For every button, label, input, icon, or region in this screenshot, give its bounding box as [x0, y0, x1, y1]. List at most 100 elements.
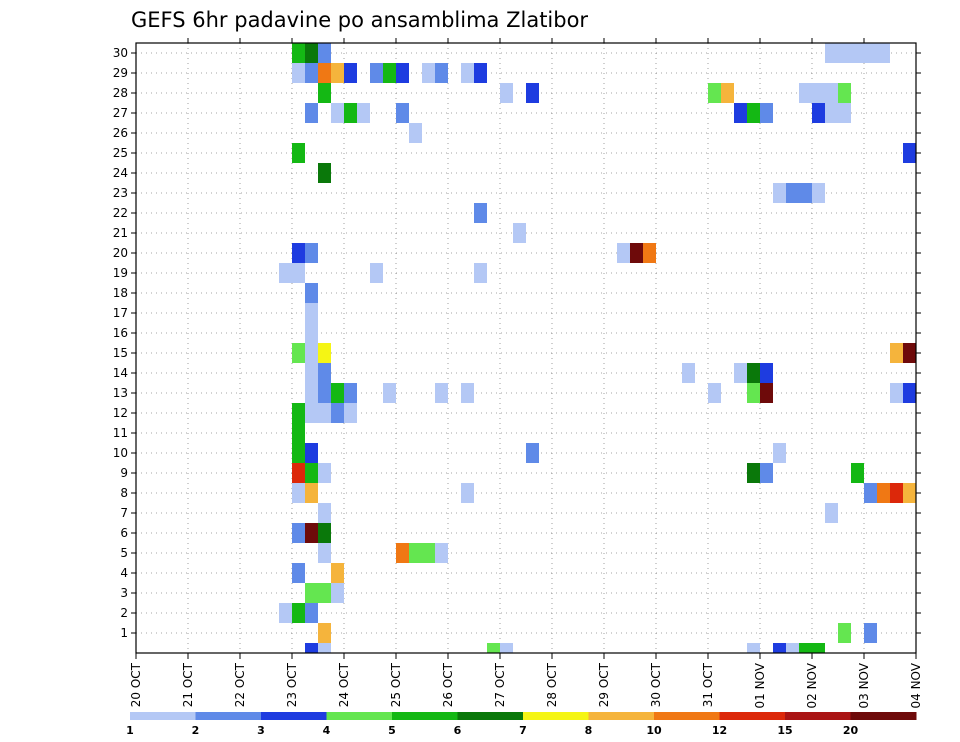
colorbar-label: 20 [843, 724, 859, 737]
heat-cell [513, 223, 526, 243]
heat-cell [630, 243, 643, 263]
heat-cell [318, 503, 331, 523]
heat-cell [825, 43, 838, 63]
heat-cell [643, 243, 656, 263]
heat-cell [851, 43, 864, 63]
y-tick-label: 3 [120, 586, 128, 600]
heat-cell [279, 263, 292, 283]
heat-cell [292, 263, 305, 283]
y-tick-label: 9 [120, 466, 128, 480]
y-tick-label: 24 [113, 166, 128, 180]
y-tick-label: 2 [120, 606, 128, 620]
y-tick-label: 21 [113, 226, 128, 240]
heat-cell [305, 323, 318, 343]
x-tick-label: 02 NOV [805, 662, 819, 708]
heat-cell [305, 363, 318, 383]
x-tick-label: 28 OCT [545, 662, 559, 707]
heat-cell [838, 43, 851, 63]
heat-cell [877, 43, 890, 63]
heat-cell [305, 403, 318, 423]
x-tick-label: 04 NOV [909, 662, 923, 708]
heat-cell [825, 83, 838, 103]
plot-frame [135, 42, 917, 654]
heat-cell [318, 583, 331, 603]
y-tick-label: 14 [113, 366, 128, 380]
heat-cell [292, 483, 305, 503]
y-tick-label: 17 [113, 306, 128, 320]
heat-cell [305, 523, 318, 543]
heat-cell [305, 343, 318, 363]
heat-cell [500, 83, 513, 103]
heat-cell [292, 603, 305, 623]
heat-cell [461, 63, 474, 83]
y-axis: 1234567891011121314151617181920212223242… [113, 46, 921, 640]
heat-cell [305, 303, 318, 323]
colorbar-swatch [719, 712, 786, 720]
colorbar-label: 12 [712, 724, 727, 737]
heat-cell [838, 83, 851, 103]
y-tick-label: 6 [120, 526, 128, 540]
x-tick-label: 01 NOV [753, 662, 767, 708]
y-tick-label: 16 [113, 326, 128, 340]
colorbar-label: 8 [585, 724, 593, 737]
heat-cell [292, 143, 305, 163]
heat-cell [799, 183, 812, 203]
heat-cell [825, 103, 838, 123]
heat-cell [461, 383, 474, 403]
heat-cell [760, 383, 773, 403]
heat-cell [903, 143, 916, 163]
heat-cell [318, 543, 331, 563]
heat-cell [435, 543, 448, 563]
heat-cell [721, 83, 734, 103]
heat-cell [305, 483, 318, 503]
heat-cell [292, 63, 305, 83]
heat-cell [318, 363, 331, 383]
heat-cell [903, 483, 916, 503]
colorbar-swatch [195, 712, 262, 720]
colorbar-swatch [326, 712, 393, 720]
colorbar-swatch [457, 712, 524, 720]
heat-cell [292, 403, 305, 423]
y-tick-label: 19 [113, 266, 128, 280]
heat-cell [526, 83, 539, 103]
x-tick-label: 20 OCT [129, 662, 143, 707]
heat-cell [903, 343, 916, 363]
heat-cell [825, 503, 838, 523]
heat-cell [864, 623, 877, 643]
y-tick-label: 29 [113, 66, 128, 80]
y-tick-label: 4 [120, 566, 128, 580]
heat-cell [773, 643, 786, 653]
heat-cell [396, 543, 409, 563]
heat-cell [877, 483, 890, 503]
grid-lines [136, 43, 916, 653]
heat-cell [838, 623, 851, 643]
colorbar-swatch [130, 712, 196, 720]
heat-cell [305, 383, 318, 403]
heat-cell [318, 383, 331, 403]
chart-title: GEFS 6hr padavine po ansamblima Zlatibor [131, 8, 588, 32]
x-axis: 20 OCT 21 OCT 22 OCT 23 OCT 24 OCT 25 OCT 26 O… [129, 38, 923, 709]
colorbar-label: 15 [777, 724, 792, 737]
heat-cell [708, 83, 721, 103]
heat-cell [331, 383, 344, 403]
y-tick-label: 1 [120, 626, 128, 640]
colorbar-swatch [785, 712, 851, 720]
y-tick-label: 7 [120, 506, 128, 520]
heat-cell [500, 643, 513, 653]
heat-cell [526, 443, 539, 463]
heat-cell [292, 343, 305, 363]
colorbar-label: 5 [388, 724, 396, 737]
heat-cell [305, 643, 318, 653]
heat-cell [318, 523, 331, 543]
heat-cell [461, 483, 474, 503]
heat-cell [292, 443, 305, 463]
heat-cell [812, 83, 825, 103]
heat-cell [682, 363, 695, 383]
y-tick-label: 18 [113, 286, 128, 300]
heat-cell [890, 383, 903, 403]
heat-cell [903, 383, 916, 403]
heat-cell [890, 343, 903, 363]
heat-cell [708, 383, 721, 403]
